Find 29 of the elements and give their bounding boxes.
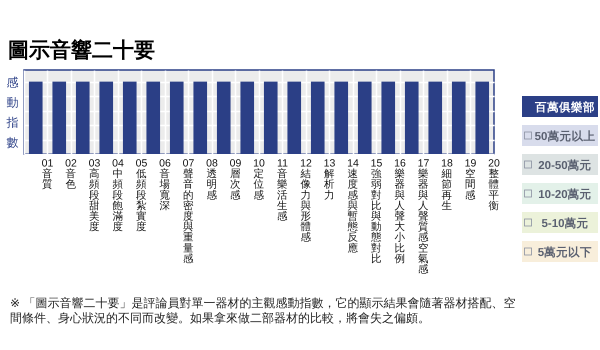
category-label: 16 樂器與人聲大小比例 xyxy=(394,158,406,265)
legend-label: 50萬元以上 xyxy=(534,129,596,143)
x-tick-label: 13 解析力 xyxy=(323,158,336,202)
chart-title: 圖示音響二十要 xyxy=(8,38,155,64)
x-tick-label: 18 細節再生 xyxy=(440,158,453,212)
x-tick-label: 01 音質 xyxy=(42,158,54,191)
x-tick-label: 11 音樂活生感 xyxy=(277,158,288,222)
x-tick-label: 19 空間感 xyxy=(464,158,476,202)
category-label: 07 聲音的密度與重量感 xyxy=(182,158,194,265)
x-tick-label: 12 結像力與形體感 xyxy=(300,158,312,244)
x-tick-label: 10 定位感 xyxy=(253,158,265,202)
text: 百萬俱樂部 xyxy=(534,100,595,114)
x-tick-label: 06 音場寬深 xyxy=(158,158,171,212)
x-tick-label: 08 透明感 xyxy=(206,158,218,202)
x-tick-label: 02 音色 xyxy=(65,158,77,191)
y-axis-title: 感動指數 xyxy=(6,76,18,150)
legend-label: 20-50萬元 xyxy=(538,158,592,172)
category-label: 14 速度感與暫態反應 xyxy=(347,158,359,254)
legend-label: 5萬元以下 xyxy=(538,245,592,259)
category-label: 17 樂器與人聲質感空氣感 xyxy=(418,158,430,276)
x-tick-label: 04 中頻段飽滿度 xyxy=(112,158,124,234)
legend-label: 10-20萬元 xyxy=(538,187,592,201)
text: ※ 「圖示音響二十要」是評論員對單一器材的主觀感動指數，它的顯示結果會隨著器材搭配、空間條件、身心狀況的不同而改變。如果拿來做二部器材的比較，將會失之偏頗。 xyxy=(10,296,516,326)
category-label: 15 強弱對比與動態對比 xyxy=(370,158,382,265)
x-tick-label: 20 整體平衡 xyxy=(488,158,500,212)
x-tick-label: 05 低頻段紮實度 xyxy=(136,158,148,234)
x-tick-label: 09 層次感 xyxy=(230,158,242,202)
legend-label: 5-10萬元 xyxy=(541,216,589,230)
x-tick-label: 03 高頻段甜美度 xyxy=(88,158,100,234)
